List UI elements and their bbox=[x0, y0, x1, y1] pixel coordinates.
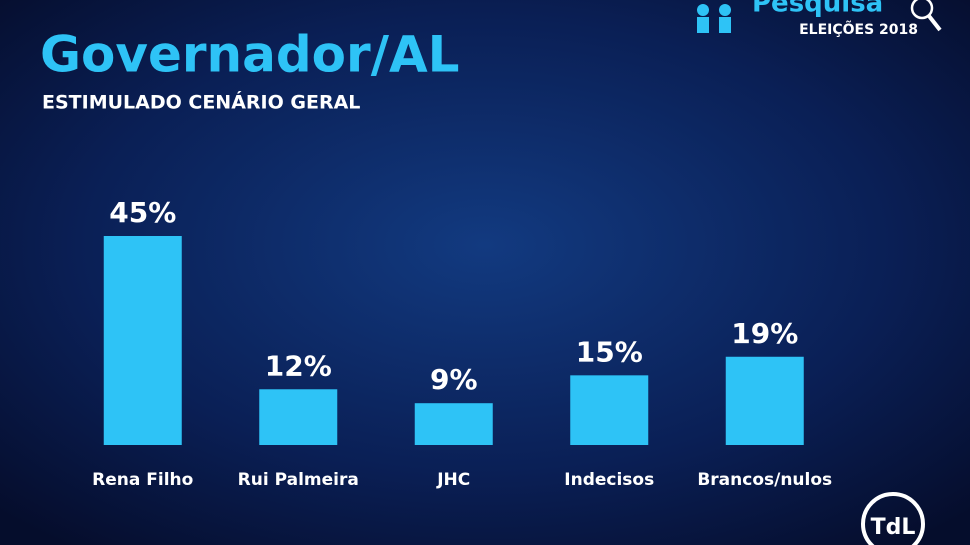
logo: Pesquisa ELEIÇÕES 2018 bbox=[697, 0, 942, 38]
chart-title: Governador/AL bbox=[40, 26, 460, 84]
chart-subtitle: ESTIMULADO CENÁRIO GERAL bbox=[42, 91, 360, 114]
x-tick-label: Indecisos bbox=[564, 470, 654, 490]
x-tick-label: Brancos/nulos bbox=[697, 470, 832, 490]
bar bbox=[725, 356, 804, 445]
value-label: 45% bbox=[109, 196, 176, 229]
value-label: 12% bbox=[265, 349, 332, 382]
bar bbox=[414, 403, 493, 445]
value-label: 19% bbox=[731, 317, 798, 350]
bar bbox=[103, 236, 182, 445]
brand-text: TdL bbox=[871, 515, 916, 540]
brand-logo: TdL bbox=[861, 492, 925, 545]
x-tick-label: Rena Filho bbox=[92, 470, 193, 490]
logo-text: Pesquisa bbox=[752, 0, 883, 19]
x-tick-label: JHC bbox=[436, 470, 470, 490]
x-tick-label: Rui Palmeira bbox=[238, 470, 359, 490]
value-label: 15% bbox=[576, 335, 643, 368]
logo-subtext: ELEIÇÕES 2018 bbox=[799, 20, 918, 38]
bar bbox=[259, 389, 338, 445]
bar bbox=[570, 375, 649, 445]
value-label: 9% bbox=[430, 363, 478, 396]
